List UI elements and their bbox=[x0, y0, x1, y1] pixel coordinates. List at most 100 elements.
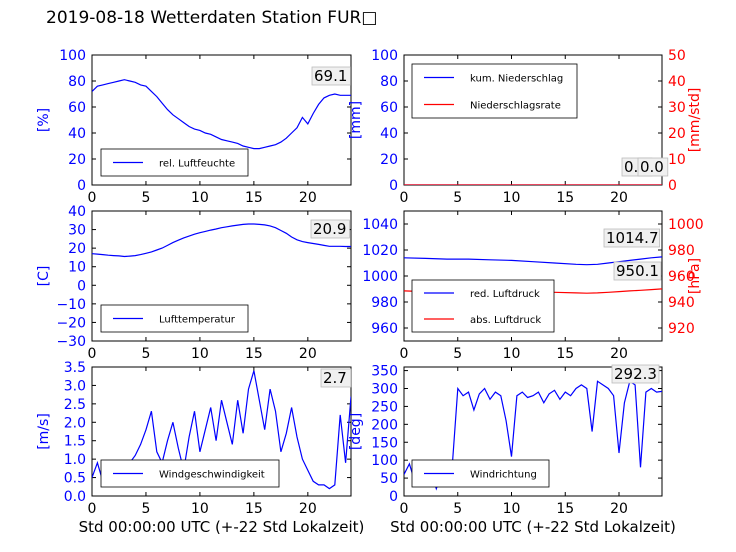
value-box bbox=[637, 157, 669, 177]
y-tick-label: 100 bbox=[59, 48, 86, 64]
y-tick-label: 350 bbox=[371, 364, 398, 380]
y-tick-label: 0 bbox=[389, 489, 398, 505]
y2-tick-label: 940 bbox=[668, 295, 695, 311]
x-tick-label: 15 bbox=[245, 190, 263, 206]
value-box bbox=[310, 219, 350, 239]
y2-tick-label: 980 bbox=[668, 243, 695, 259]
legend-label: red. Luftdruck bbox=[470, 289, 540, 300]
y-tick-label: 30 bbox=[68, 223, 86, 239]
y-tick-label: 80 bbox=[380, 74, 398, 90]
value-box bbox=[320, 368, 352, 388]
legend-label: rel. Luftfeuchte bbox=[159, 159, 235, 170]
y-tick-label: 40 bbox=[68, 126, 86, 142]
y2-tick-label: 920 bbox=[668, 321, 695, 337]
legend-label: Lufttemperatur bbox=[159, 315, 236, 326]
page-title: 2019-08-18 Wetterdaten Station FUR□ bbox=[46, 8, 378, 28]
y-tick-label: 150 bbox=[371, 435, 398, 451]
temperature-panel: 0 5 10 15 20 −30 −20 −10 0 10 20 30 40 [C] 20.9 Lufttem… bbox=[36, 204, 352, 362]
legend-label: Niederschlagsrate bbox=[470, 101, 561, 112]
y-tick-label: 1000 bbox=[362, 269, 398, 285]
y2-tick-label: 1000 bbox=[668, 217, 704, 233]
x-axis-label: Std 00:00:00 UTC (+-22 Std Lokalzeit) bbox=[390, 518, 676, 536]
latest-value-label: 950.1 bbox=[616, 262, 659, 280]
y-tick-label: 40 bbox=[68, 204, 86, 220]
wind_speed-panel: 0 5 10 15 20 0.0 0.5 1.0 1.5 2.0 2.5 3.0 3.5 [m/s] 2.7… bbox=[36, 360, 364, 536]
y-tick-label: 20 bbox=[68, 152, 86, 168]
latest-value-label: 292.3 bbox=[614, 365, 657, 383]
latest-value-label: 0.0 bbox=[640, 158, 664, 176]
y-tick-label: 1040 bbox=[362, 217, 398, 233]
x-tick-label: 10 bbox=[191, 501, 209, 517]
value-box bbox=[613, 261, 662, 281]
series-line-windgeschwindigkeit bbox=[92, 370, 351, 490]
y-tick-label: 0.0 bbox=[64, 489, 86, 505]
y-tick-label: 100 bbox=[371, 453, 398, 469]
x-tick-label: 0 bbox=[88, 501, 97, 517]
y2-axis-label: [mm/std] bbox=[687, 88, 703, 153]
y-tick-label: 10 bbox=[68, 260, 86, 276]
y-tick-label: 1.5 bbox=[64, 434, 86, 450]
x-tick-label: 5 bbox=[453, 346, 462, 362]
y-tick-label: 980 bbox=[371, 295, 398, 311]
y-tick-label: 60 bbox=[68, 100, 86, 116]
x-tick-label: 5 bbox=[141, 190, 150, 206]
y-axis-label: [deg] bbox=[348, 413, 364, 450]
y-tick-label: 80 bbox=[68, 74, 86, 90]
y-tick-label: 0 bbox=[77, 178, 86, 194]
series-line-red-luftdruck bbox=[404, 256, 662, 266]
x-tick-label: 10 bbox=[191, 346, 209, 362]
latest-value-label: 69.1 bbox=[314, 67, 347, 85]
legend-label: Windrichtung bbox=[470, 470, 537, 481]
x-axis-label: Std 00:00:00 UTC (+-22 Std Lokalzeit) bbox=[79, 518, 365, 536]
y-tick-label: 50 bbox=[380, 471, 398, 487]
x-tick-label: 0 bbox=[400, 501, 409, 517]
x-tick-label: 0 bbox=[400, 190, 409, 206]
x-tick-label: 20 bbox=[610, 501, 628, 517]
x-tick-label: 15 bbox=[245, 346, 263, 362]
y2-axis-label: [hPa] bbox=[687, 258, 703, 294]
legend-box bbox=[411, 279, 555, 333]
y-tick-label: 3.5 bbox=[64, 360, 86, 376]
value-box bbox=[603, 228, 660, 248]
y-tick-label: 0 bbox=[389, 178, 398, 194]
y-tick-label: −10 bbox=[56, 297, 86, 313]
legend-label: Windgeschwindigkeit bbox=[159, 470, 265, 481]
y-tick-label: 0.5 bbox=[64, 471, 86, 487]
y-tick-label: 40 bbox=[380, 126, 398, 142]
x-tick-label: 10 bbox=[503, 346, 521, 362]
y-tick-label: 60 bbox=[380, 100, 398, 116]
y-tick-label: −20 bbox=[56, 315, 86, 331]
series-line-lufttemperatur bbox=[92, 223, 351, 258]
x-tick-label: 15 bbox=[556, 346, 574, 362]
y-tick-label: 2.0 bbox=[64, 415, 86, 431]
precipitation-panel: 0 5 10 15 20 0 20 40 60 80 100 0 10 20 30 40 50 [mm] [mm/s… bbox=[348, 48, 703, 206]
y-tick-label: 1.0 bbox=[64, 452, 86, 468]
latest-value-label: 2.7 bbox=[323, 369, 347, 387]
x-tick-label: 5 bbox=[141, 501, 150, 517]
value-box bbox=[311, 66, 351, 86]
y2-tick-label: 40 bbox=[668, 74, 686, 90]
x-tick-label: 10 bbox=[191, 190, 209, 206]
y-axis-label: [%] bbox=[36, 108, 52, 132]
y-tick-label: 250 bbox=[371, 399, 398, 415]
wind_direction-panel: 0 5 10 15 20050100150200250300350[deg]292.3W… bbox=[348, 364, 676, 536]
y-tick-label: 2.5 bbox=[64, 397, 86, 413]
y2-tick-label: 20 bbox=[668, 126, 686, 142]
y-tick-label: 200 bbox=[371, 417, 398, 433]
x-tick-label: 20 bbox=[299, 501, 317, 517]
x-tick-label: 20 bbox=[610, 190, 628, 206]
latest-value-label: 1014.7 bbox=[606, 229, 659, 247]
y-tick-label: 3.0 bbox=[64, 378, 86, 394]
x-tick-label: 15 bbox=[556, 501, 574, 517]
x-tick-label: 20 bbox=[299, 190, 317, 206]
y-tick-label: 100 bbox=[371, 48, 398, 64]
y-axis-label: [C] bbox=[36, 266, 52, 287]
latest-value-label: 20.9 bbox=[313, 220, 346, 238]
series-line-rel-luftfeuchte bbox=[92, 79, 351, 150]
legend-label: kum. Niederschlag bbox=[470, 74, 563, 85]
x-tick-label: 0 bbox=[88, 346, 97, 362]
x-tick-label: 20 bbox=[610, 346, 628, 362]
y2-tick-label: 960 bbox=[668, 269, 695, 285]
x-tick-label: 20 bbox=[299, 346, 317, 362]
